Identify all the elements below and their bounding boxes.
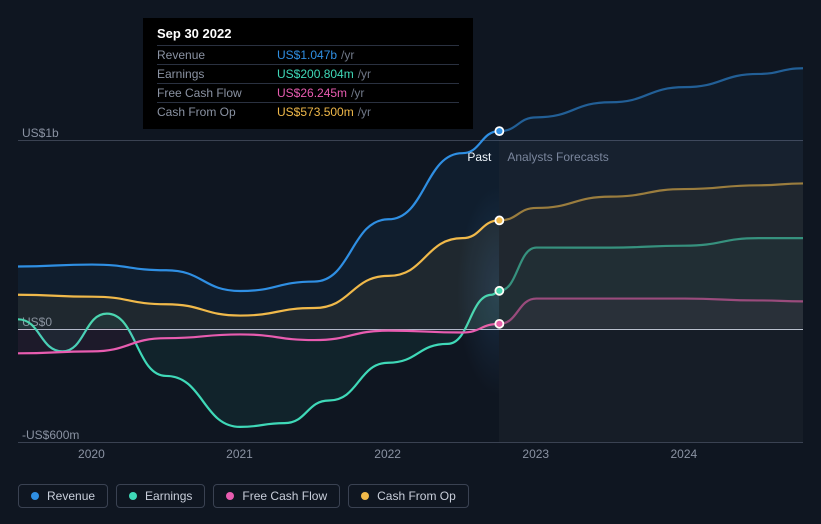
x-axis-label: 2022 xyxy=(374,447,401,461)
legend-dot-icon xyxy=(31,492,39,500)
legend: Revenue Earnings Free Cash Flow Cash From O… xyxy=(18,484,469,508)
tooltip-metric-value: US$1.047b xyxy=(277,48,337,62)
tooltip-metric-label: Revenue xyxy=(157,48,277,62)
tooltip-row: Cash From OpUS$573.500m/yr xyxy=(157,102,459,121)
legend-dot-icon xyxy=(129,492,137,500)
x-axis-label: 2023 xyxy=(522,447,549,461)
gridline xyxy=(18,442,803,443)
tooltip-row: Free Cash FlowUS$26.245m/yr xyxy=(157,83,459,102)
tooltip-metric-unit: /yr xyxy=(358,67,371,81)
x-axis-label: 2024 xyxy=(671,447,698,461)
legend-item[interactable]: Cash From Op xyxy=(348,484,469,508)
tooltip-metric-label: Cash From Op xyxy=(157,105,277,119)
legend-label: Cash From Op xyxy=(377,489,456,503)
chart-plot xyxy=(18,140,803,442)
tooltip-metric-unit: /yr xyxy=(351,86,364,100)
legend-label: Revenue xyxy=(47,489,95,503)
tooltip-metric-unit: /yr xyxy=(341,48,354,62)
legend-dot-icon xyxy=(361,492,369,500)
tooltip-metric-value: US$573.500m xyxy=(277,105,354,119)
tooltip-metric-value: US$200.804m xyxy=(277,67,354,81)
tooltip-metric-unit: /yr xyxy=(358,105,371,119)
tooltip-metric-label: Earnings xyxy=(157,67,277,81)
legend-label: Free Cash Flow xyxy=(242,489,327,503)
legend-item[interactable]: Revenue xyxy=(18,484,108,508)
legend-item[interactable]: Free Cash Flow xyxy=(213,484,340,508)
legend-dot-icon xyxy=(226,492,234,500)
x-axis-label: 2021 xyxy=(226,447,253,461)
tooltip-metric-value: US$26.245m xyxy=(277,86,347,100)
tooltip: Sep 30 2022 RevenueUS$1.047b/yrEarningsU… xyxy=(143,18,473,129)
tooltip-metric-label: Free Cash Flow xyxy=(157,86,277,100)
y-axis-label: US$1b xyxy=(22,126,59,140)
tooltip-row: RevenueUS$1.047b/yr xyxy=(157,45,459,64)
series-marker xyxy=(495,127,503,135)
legend-item[interactable]: Earnings xyxy=(116,484,205,508)
x-axis-label: 2020 xyxy=(78,447,105,461)
tooltip-date: Sep 30 2022 xyxy=(157,26,459,45)
tooltip-row: EarningsUS$200.804m/yr xyxy=(157,64,459,83)
legend-label: Earnings xyxy=(145,489,192,503)
series-marker xyxy=(495,216,503,224)
